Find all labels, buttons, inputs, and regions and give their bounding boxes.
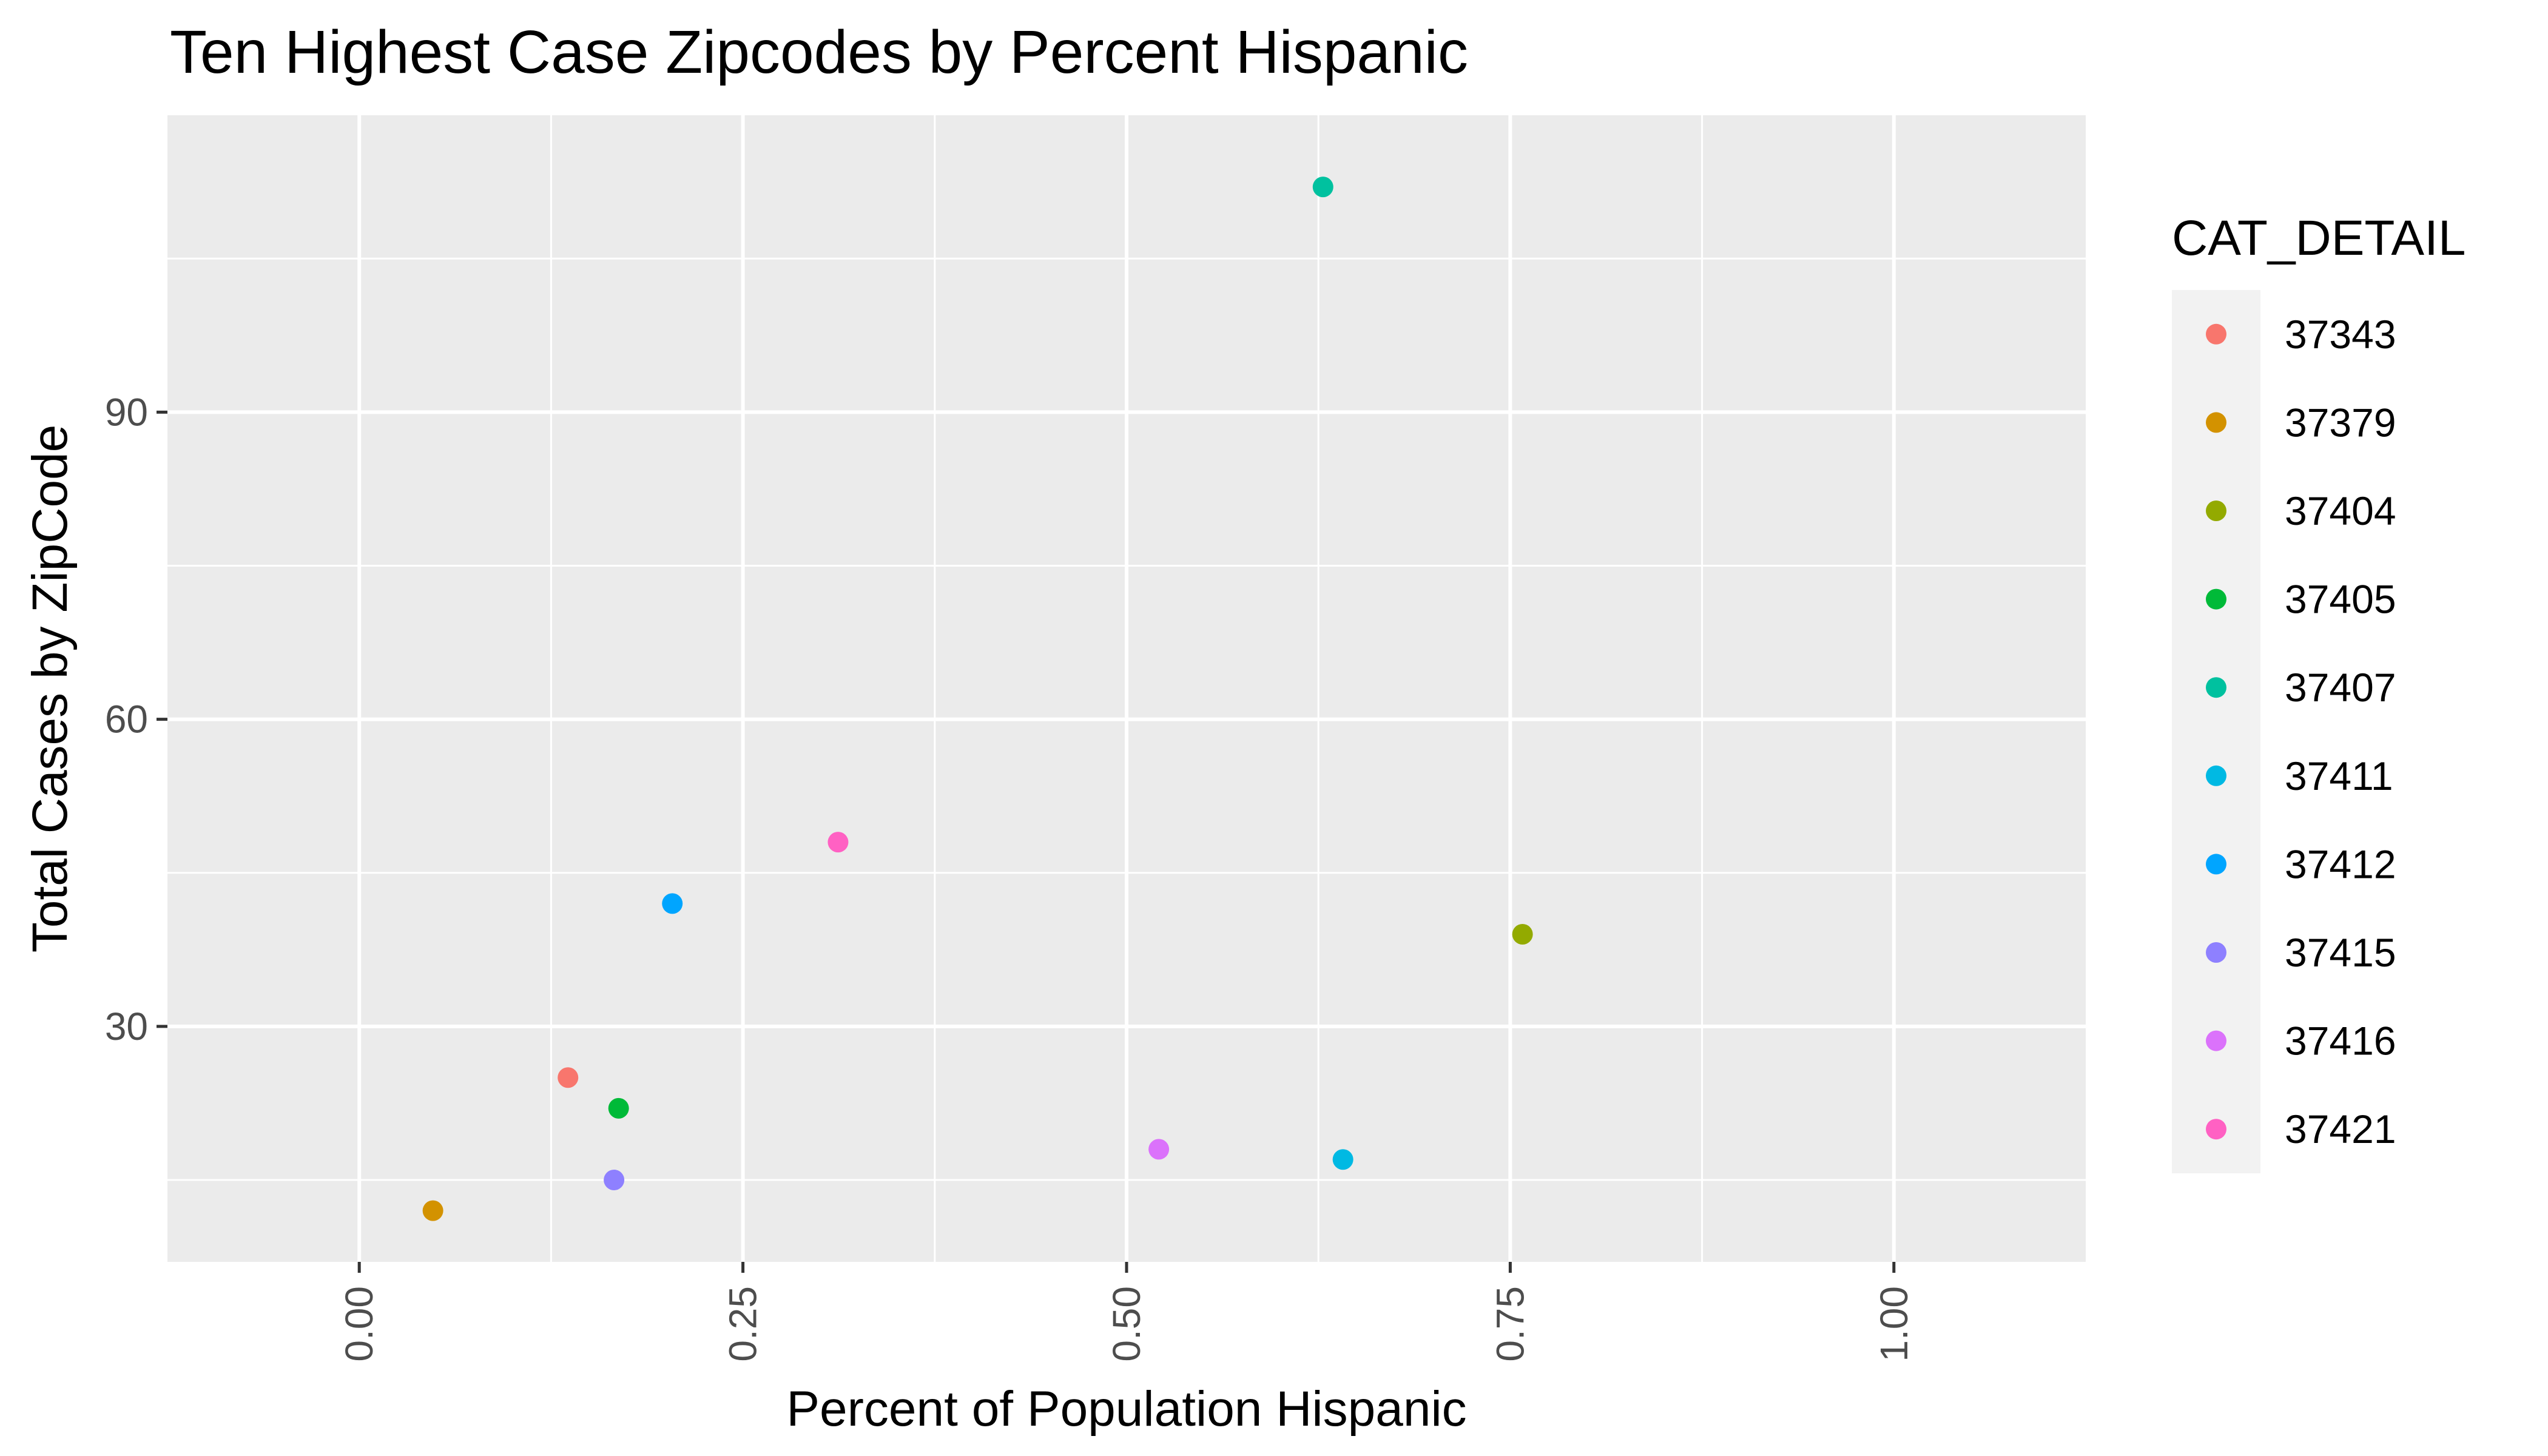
y-tick-label: 60 xyxy=(105,698,148,741)
x-tick-label: 0.75 xyxy=(1488,1286,1532,1362)
x-tick-label: 1.00 xyxy=(1872,1286,1916,1362)
legend-label: 37415 xyxy=(2285,930,2396,975)
data-point-37421 xyxy=(827,832,849,853)
legend-key-37412 xyxy=(2206,854,2226,875)
legend-key-37407 xyxy=(2206,677,2226,698)
data-point-37343 xyxy=(558,1067,579,1088)
x-tick-label: 0.25 xyxy=(721,1286,765,1362)
legend-label: 37412 xyxy=(2285,841,2396,886)
data-point-37379 xyxy=(422,1200,443,1221)
data-point-37407 xyxy=(1312,177,1333,198)
legend-title: CAT_DETAIL xyxy=(2172,211,2466,266)
legend-label: 37379 xyxy=(2285,400,2396,445)
legend-items: 37343 37379 37404 37405 37407 37411 37412 37415… xyxy=(2206,312,2396,1151)
legend-label: 37411 xyxy=(2285,753,2393,798)
grid-major xyxy=(167,115,2086,1262)
legend: CAT_DETAIL 37343 37379 37404 37405 37407 3741… xyxy=(2172,211,2466,1173)
data-points xyxy=(422,177,1533,1221)
legend-key-37415 xyxy=(2206,942,2226,963)
y-tick-label: 90 xyxy=(105,390,148,434)
legend-key-37379 xyxy=(2206,412,2226,433)
legend-key-37343 xyxy=(2206,323,2226,345)
legend-label: 37407 xyxy=(2285,665,2396,710)
chart-title: Ten Highest Case Zipcodes by Percent His… xyxy=(170,18,1468,86)
legend-key-37404 xyxy=(2206,500,2226,521)
legend-label: 37404 xyxy=(2285,488,2396,533)
legend-key-37411 xyxy=(2206,765,2226,786)
legend-label: 37343 xyxy=(2285,312,2396,357)
y-axis-ticks: 30 60 90 xyxy=(105,390,167,1048)
data-point-37404 xyxy=(1512,924,1533,945)
y-axis-title: Total Cases by ZipCode xyxy=(22,425,78,953)
legend-key-37405 xyxy=(2206,588,2226,610)
data-point-37412 xyxy=(662,893,683,914)
legend-label: 37421 xyxy=(2285,1107,2396,1151)
x-axis-title: Percent of Population Hispanic xyxy=(786,1381,1466,1437)
data-point-37405 xyxy=(608,1097,629,1119)
data-point-37416 xyxy=(1148,1139,1170,1160)
legend-keys-background xyxy=(2172,290,2260,1173)
legend-label: 37405 xyxy=(2285,577,2396,622)
x-tick-label: 0.00 xyxy=(337,1286,381,1362)
x-tick-label: 0.50 xyxy=(1105,1286,1148,1362)
data-point-37415 xyxy=(604,1170,625,1190)
y-tick-label: 30 xyxy=(105,1005,148,1048)
legend-key-37416 xyxy=(2206,1030,2226,1051)
legend-label: 37416 xyxy=(2285,1019,2396,1063)
legend-key-37421 xyxy=(2206,1119,2226,1140)
data-point-37411 xyxy=(1332,1149,1353,1170)
x-axis-ticks: 0.00 0.25 0.50 0.75 1.00 xyxy=(337,1262,1916,1362)
